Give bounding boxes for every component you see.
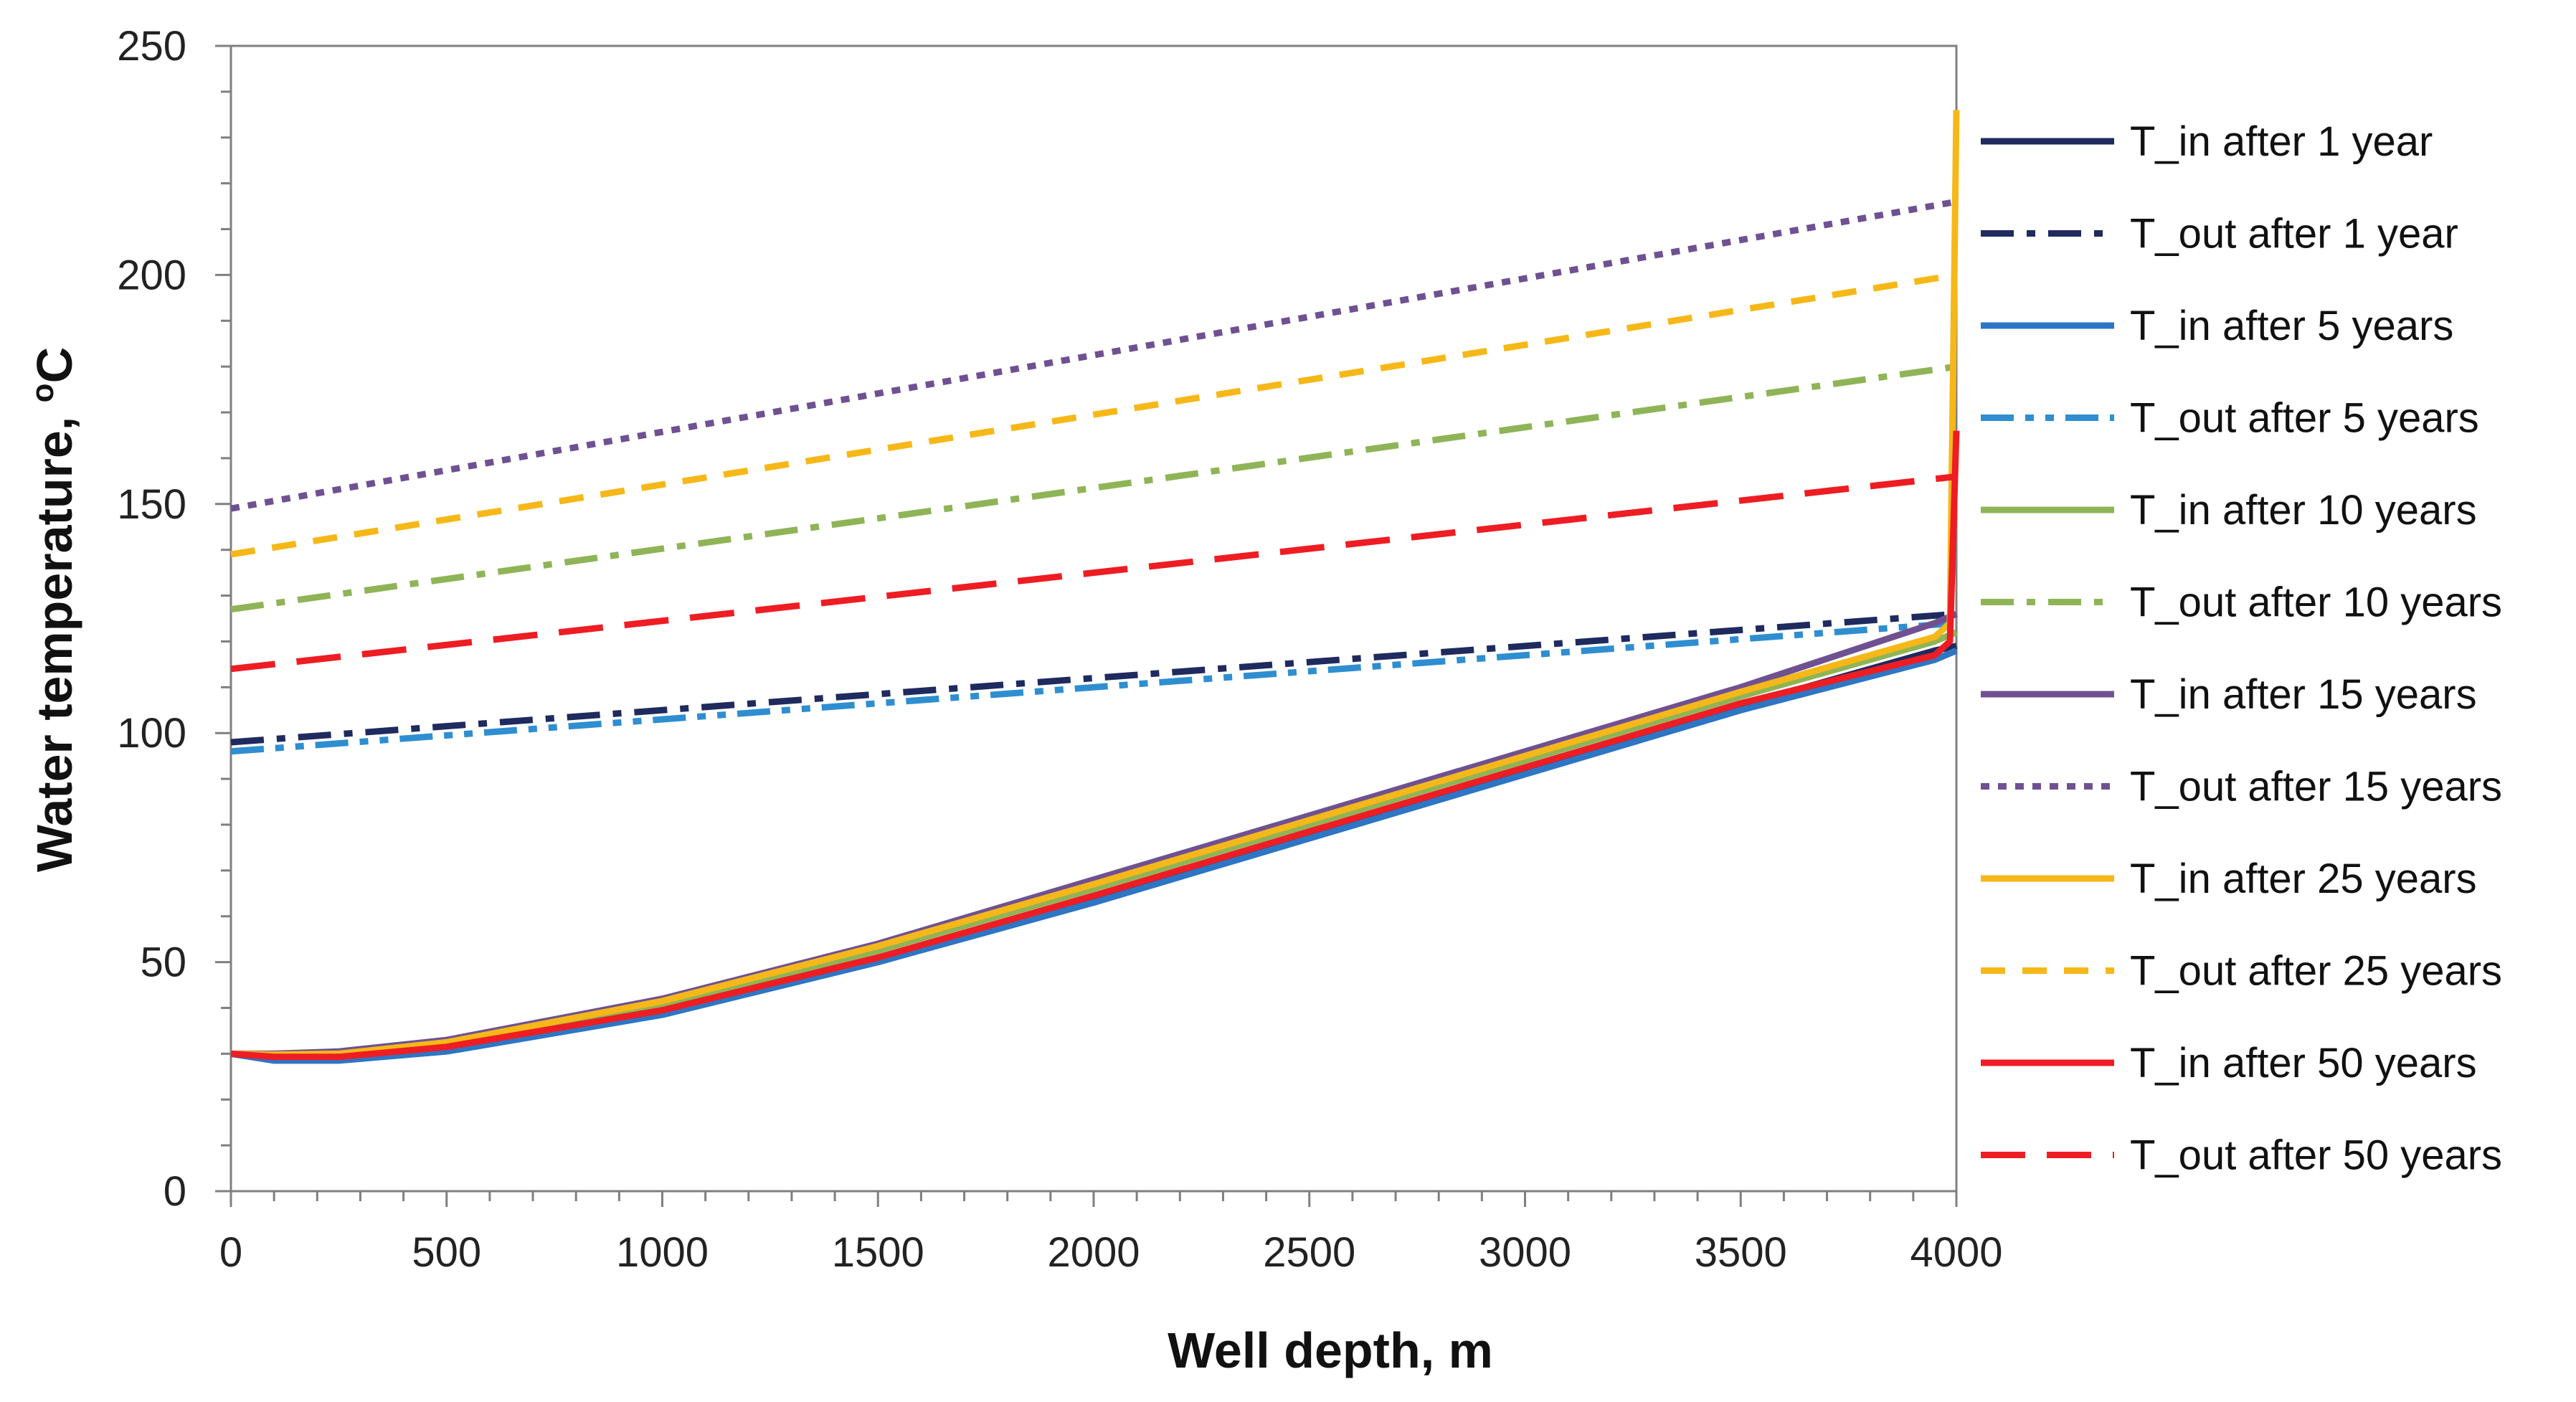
x-tick-label: 3500 [1695, 1229, 1787, 1276]
y-axis-title: Water temperature, oC [25, 347, 82, 872]
series-layer [230, 110, 1960, 1064]
y-tick-label: 0 [164, 1168, 186, 1215]
y-tick-label: 50 [140, 939, 186, 986]
y-axis-title-main: Water temperature, [27, 402, 82, 872]
series-line-2 [230, 610, 1957, 746]
x-tick-label: 0 [219, 1229, 242, 1276]
x-tick-label: 1500 [832, 1229, 924, 1276]
y-axis-title-unit: C [27, 347, 82, 384]
series-line-11 [230, 430, 1960, 1061]
legend-label: T_in after 1 year [2130, 118, 2433, 165]
y-axis-title-sup: o [25, 383, 60, 402]
legend-label: T_out after 5 years [2130, 395, 2479, 442]
y-tick-label: 200 [117, 252, 186, 298]
series-line-4 [230, 620, 1957, 755]
x-tick-label: 2000 [1047, 1229, 1140, 1276]
legend-label: T_in after 50 years [2130, 1040, 2477, 1086]
x-axis-title: Well depth, m [1168, 1322, 1493, 1378]
legend-label: T_in after 10 years [2130, 487, 2477, 534]
legend-label: T_out after 50 years [2130, 1132, 2502, 1179]
series-line-12 [230, 473, 1957, 673]
y-tick-label: 150 [117, 481, 186, 528]
y-tick-label: 250 [117, 23, 186, 70]
x-tick-label: 2500 [1263, 1229, 1355, 1276]
legend-label: T_out after 15 years [2130, 764, 2502, 810]
x-tick-label: 1000 [616, 1229, 709, 1276]
y-tick-label: 100 [117, 710, 186, 757]
series-line-10 [230, 271, 1957, 558]
x-tick-label: 500 [412, 1229, 481, 1276]
legend-label: T_in after 25 years [2130, 856, 2477, 902]
series-line-3 [230, 648, 1958, 1064]
x-tick-label: 3000 [1479, 1229, 1571, 1276]
x-tick-label: 4000 [1910, 1229, 2002, 1276]
legend-label: T_out after 25 years [2130, 948, 2502, 995]
legend-label: T_in after 15 years [2130, 671, 2477, 718]
legend: T_in after 1 year T_out after 1 year T_in … [1981, 118, 2502, 1179]
series-line-6 [230, 363, 1957, 613]
legend-label: T_out after 1 year [2130, 211, 2458, 257]
legend-label: T_in after 5 years [2130, 303, 2453, 349]
legend-label: T_out after 10 years [2130, 579, 2502, 626]
